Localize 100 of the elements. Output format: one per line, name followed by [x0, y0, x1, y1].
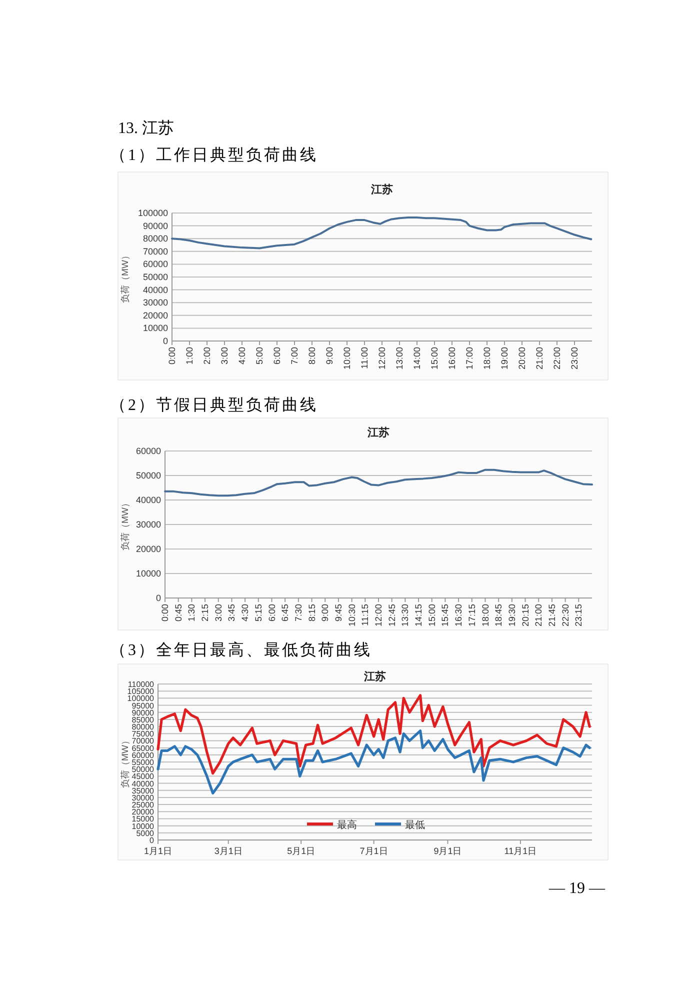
- x-tick-label: 1月1日: [144, 846, 172, 856]
- y-tick-label: 20000: [142, 310, 168, 320]
- y-axis-title: 负荷（MW）: [120, 736, 130, 788]
- y-tick-label: 30000: [132, 793, 155, 802]
- x-tick-label: 4:00: [237, 347, 247, 365]
- x-tick-label: 7:00: [290, 347, 300, 365]
- x-tick-label: 2:00: [202, 347, 212, 365]
- y-tick-label: 0: [156, 593, 161, 603]
- legend-label: 最高: [337, 819, 357, 831]
- x-tick-label: 15:45: [440, 604, 450, 627]
- x-tick-label: 15:00: [430, 347, 440, 370]
- x-tick-label: 5:15: [253, 604, 264, 622]
- y-tick-label: 90000: [132, 708, 155, 718]
- x-tick-label: 8:00: [307, 347, 317, 365]
- x-tick-label: 19:00: [500, 347, 510, 370]
- x-tick-label: 0:00: [160, 604, 170, 622]
- y-tick-label: 30000: [136, 520, 161, 530]
- x-tick-label: 15:00: [426, 604, 437, 627]
- x-tick-label: 12:00: [377, 347, 387, 370]
- y-tick-label: 0: [150, 836, 155, 845]
- y-tick-label: 60000: [136, 446, 161, 456]
- y-tick-label: 50000: [132, 765, 155, 774]
- x-tick-label: 21:00: [534, 347, 544, 370]
- chart-subtitle: （1）工作日典型负荷曲线: [110, 146, 318, 164]
- x-tick-label: 9月1日: [434, 846, 462, 856]
- x-tick-label: 3:00: [213, 604, 224, 622]
- x-tick-label: 11:00: [360, 347, 370, 369]
- y-tick-label: 10000: [136, 568, 161, 578]
- x-tick-label: 8:15: [306, 604, 317, 622]
- x-tick-label: 0:00: [167, 347, 177, 365]
- x-tick-label: 22:00: [552, 347, 562, 370]
- chart-subtitle: （3）全年日最高、最低负荷曲线: [110, 641, 372, 659]
- y-tick-label: 85000: [132, 715, 155, 724]
- y-tick-label: 25000: [132, 800, 155, 810]
- x-tick-label: 19:30: [506, 604, 517, 627]
- x-tick-label: 4:30: [240, 604, 250, 622]
- x-tick-label: 20:15: [520, 604, 530, 627]
- x-tick-label: 12:00: [374, 604, 384, 627]
- x-tick-label: 1:00: [184, 347, 194, 365]
- y-tick-label: 60000: [142, 259, 168, 270]
- y-tick-label: 70000: [142, 246, 168, 256]
- y-tick-label: 60000: [132, 750, 155, 760]
- x-tick-label: 16:30: [454, 604, 464, 627]
- y-tick-label: 15000: [132, 814, 155, 824]
- y-tick-label: 75000: [132, 730, 155, 739]
- x-tick-label: 7:30: [293, 604, 304, 622]
- x-tick-label: 3:00: [220, 347, 230, 365]
- x-tick-label: 6:00: [266, 604, 277, 622]
- x-tick-label: 1:30: [186, 604, 197, 622]
- y-tick-label: 30000: [142, 298, 168, 308]
- x-tick-label: 3月1日: [214, 846, 242, 856]
- y-tick-label: 105000: [127, 687, 155, 696]
- y-tick-label: 80000: [142, 234, 168, 244]
- y-tick-label: 40000: [142, 284, 168, 295]
- x-tick-label: 14:15: [414, 604, 424, 627]
- y-tick-label: 40000: [136, 495, 161, 505]
- x-tick-label: 18:00: [480, 604, 490, 627]
- x-tick-label: 9:45: [333, 604, 344, 622]
- x-tick-label: 18:45: [494, 604, 504, 627]
- text: 13. 江苏: [118, 119, 174, 137]
- legend-label: 最低: [405, 820, 425, 831]
- y-tick-label: 50000: [142, 272, 168, 282]
- y-tick-label: 45000: [132, 772, 155, 782]
- y-tick-label: 5000: [136, 828, 155, 838]
- x-tick-label: 3:45: [226, 604, 237, 622]
- y-tick-label: 0: [162, 336, 168, 346]
- y-tick-label: 20000: [132, 808, 155, 817]
- x-tick-label: 10:00: [342, 347, 352, 370]
- y-tick-label: 80000: [132, 722, 155, 732]
- y-tick-label: 65000: [132, 744, 155, 753]
- y-tick-label: 100000: [138, 208, 168, 218]
- chart-subtitle: （2）节假日典型负荷曲线: [110, 396, 318, 414]
- x-tick-label: 13:00: [394, 347, 404, 370]
- x-tick-label: 23:00: [570, 347, 580, 370]
- x-tick-label: 9:00: [324, 347, 334, 365]
- text: — 19 —: [548, 880, 606, 897]
- x-tick-label: 21:45: [546, 604, 557, 627]
- y-tick-label: 70000: [132, 736, 155, 746]
- x-tick-label: 0:45: [173, 604, 184, 622]
- x-tick-label: 20:00: [517, 347, 527, 370]
- x-tick-label: 7月1日: [360, 846, 388, 856]
- y-tick-label: 20000: [136, 544, 161, 554]
- chart-title: 江苏: [370, 183, 393, 196]
- x-tick-label: 13:30: [400, 604, 410, 627]
- x-tick-label: 18:00: [482, 347, 492, 370]
- y-tick-label: 40000: [132, 779, 155, 788]
- y-tick-label: 10000: [132, 822, 155, 831]
- y-tick-label: 110000: [128, 680, 155, 689]
- y-axis-title: 负荷（MW）: [120, 498, 130, 550]
- y-tick-label: 35000: [132, 786, 155, 796]
- x-tick-label: 10:30: [346, 604, 357, 627]
- x-tick-label: 11月1日: [504, 846, 537, 856]
- y-tick-label: 100000: [127, 694, 155, 704]
- x-tick-label: 14:00: [412, 347, 422, 370]
- y-axis-title: 负荷（MW）: [120, 251, 130, 303]
- y-tick-label: 90000: [142, 220, 168, 231]
- x-tick-label: 11:15: [360, 604, 370, 626]
- x-tick-label: 21:00: [534, 604, 544, 627]
- chart-title: 江苏: [366, 426, 390, 439]
- x-tick-label: 22:30: [560, 604, 570, 627]
